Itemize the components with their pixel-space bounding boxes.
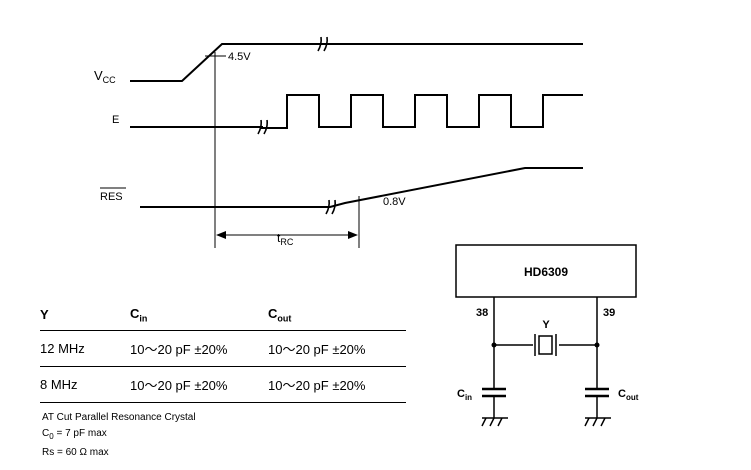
e-clock-waveform <box>130 94 583 129</box>
cout-ground-symbol <box>584 417 611 427</box>
pin-39-label: 39 <box>603 307 615 319</box>
cout-capacitor-symbol <box>585 387 609 418</box>
cin-ground-symbol <box>481 417 508 427</box>
table-row: 8 MHz 10～20 pF ±20% 10～20 pF ±20% <box>40 366 406 403</box>
table-row: 12 MHz 10～20 pF ±20% 10～20 pF ±20% <box>40 330 406 367</box>
row-cout-value: 10～20 pF ±20% <box>268 366 406 403</box>
row-cin-value: 10～20 pF ±20% <box>130 330 268 367</box>
row-cout-value: 10～20 pF ±20% <box>268 330 406 367</box>
cin-capacitor-symbol <box>482 387 506 418</box>
v45-label: 4.5V <box>228 51 251 63</box>
chip-label: HD6309 <box>524 265 568 279</box>
table-header-row: Y Cin Cout <box>40 302 406 331</box>
vcc-label: VCC <box>94 68 116 85</box>
cout-label: Cout <box>618 388 639 402</box>
row-frequency: 12 MHz <box>40 330 130 367</box>
vcc-waveform <box>130 43 583 82</box>
note-c0: C0 = 7 pF max <box>42 428 107 441</box>
header-y: Y <box>40 302 130 331</box>
e-label: E <box>112 114 119 126</box>
note-rs: Rs = 60 Ω max <box>42 447 109 458</box>
waveform-break-marks <box>257 36 336 215</box>
res-label: RES <box>100 191 123 203</box>
row-cin-value: 10～20 pF ±20% <box>130 366 268 403</box>
header-cout: Cout <box>268 302 406 331</box>
crystal-spec-table: Y Cin Cout 12 MHz 10～20 pF ±20% 10～20 pF… <box>40 302 406 403</box>
crystal-label: Y <box>542 319 550 331</box>
crystal-notes: AT Cut Parallel Resonance Crystal C0 = 7… <box>42 410 196 461</box>
trc-arrowheads <box>216 231 358 239</box>
trc-label: tRC <box>277 231 294 247</box>
pin-38-label: 38 <box>476 307 488 319</box>
v08-label: 0.8V <box>383 196 406 208</box>
note-crystal-type: AT Cut Parallel Resonance Crystal <box>42 412 196 423</box>
res-waveform <box>140 167 583 208</box>
hd6309-chip <box>455 244 637 298</box>
header-cin: Cin <box>130 302 268 331</box>
cin-label: Cin <box>457 388 472 402</box>
crystal-symbol <box>534 334 557 356</box>
row-frequency: 8 MHz <box>40 366 130 403</box>
junction-dots <box>491 342 600 348</box>
